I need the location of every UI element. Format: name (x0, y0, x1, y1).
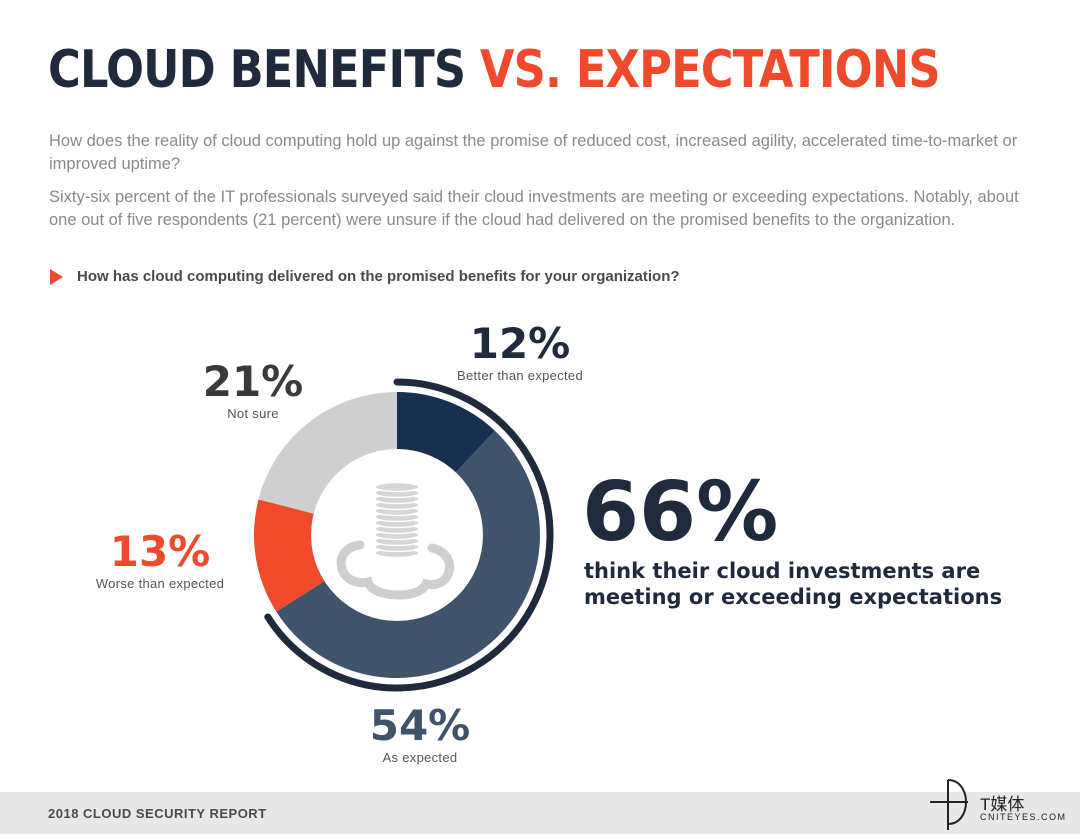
footer-bar: 2018 CLOUD SECURITY REPORT (0, 792, 1080, 834)
highlight-text: think their cloud investments are meetin… (584, 559, 1003, 609)
label-worse: 13% Worse than expected (80, 527, 240, 592)
watermark-logo: T媒体 CNITEYES.COM (928, 776, 1078, 834)
donut-slices (254, 392, 540, 678)
coin-stack-cloud-icon (336, 481, 454, 600)
logo-cn-text: T媒体 (980, 795, 1025, 814)
label-asexpected-pct: 54% (369, 701, 471, 750)
coin (374, 481, 420, 493)
label-worse-pct: 13% (109, 527, 211, 576)
label-asexpected: 54% As expected (345, 701, 495, 766)
page-title: CLOUD BENEFITS VS. EXPECTATIONS (48, 38, 941, 102)
label-notsure-pct: 21% (202, 357, 304, 406)
logo-en-text: CNITEYES.COM (980, 812, 1067, 822)
label-asexpected-cap: As expected (382, 750, 458, 765)
highlight-arc (264, 378, 554, 692)
title-part-2: VS. EXPECTATIONS (479, 40, 941, 100)
survey-question: How has cloud computing delivered on the… (50, 268, 680, 285)
label-notsure: 21% Not sure (178, 357, 328, 422)
label-better-cap: Better than expected (457, 368, 583, 383)
slice-as-expected (276, 430, 540, 678)
slice-not-sure (258, 392, 397, 518)
logo-mark-icon (930, 779, 968, 830)
label-better: 12% Better than expected (440, 319, 600, 384)
label-worse-cap: Worse than expected (95, 576, 225, 591)
intro-text: How does the reality of cloud computing … (49, 130, 1034, 242)
highlight-value: 66% (582, 465, 779, 560)
label-better-pct: 12% (469, 319, 571, 368)
triangle-bullet-icon (50, 268, 63, 285)
intro-paragraph-2: Sixty-six percent of the IT professional… (49, 188, 1019, 229)
report-name: 2018 CLOUD SECURITY REPORT (48, 806, 267, 821)
label-notsure-cap: Not sure (227, 406, 279, 421)
survey-question-text: How has cloud computing delivered on the… (77, 268, 680, 285)
intro-paragraph-1: How does the reality of cloud computing … (49, 132, 1018, 173)
title-part-1: CLOUD BENEFITS (48, 40, 466, 100)
